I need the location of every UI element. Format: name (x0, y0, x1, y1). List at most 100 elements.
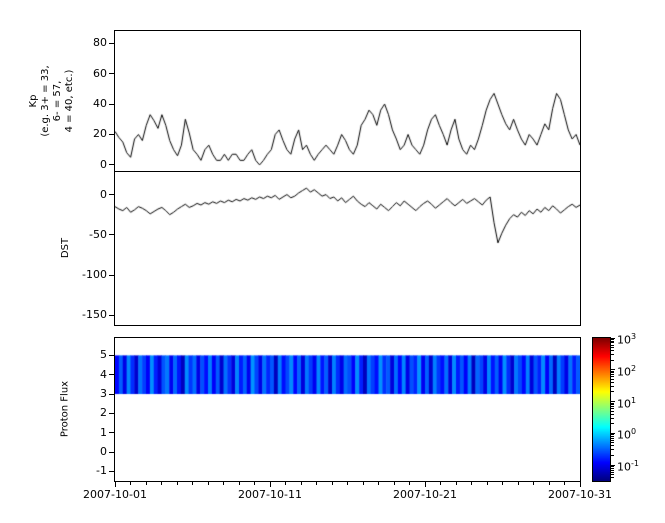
y-tick-label: -50 (89, 227, 107, 241)
y-tick-label: 0 (100, 157, 107, 171)
colorbar-minor-tick (611, 338, 614, 340)
colorbar-tick-mark (611, 369, 615, 371)
y-tick-mark (109, 354, 114, 356)
colorbar-minor-tick (611, 408, 614, 410)
colorbar-minor-tick (611, 347, 614, 349)
x-tick-mark (548, 482, 550, 485)
dst-line-chart (115, 172, 580, 325)
proton-flux-panel (114, 337, 581, 482)
colorbar-minor-tick (611, 413, 614, 415)
colorbar-minor-tick (611, 455, 614, 457)
x-tick-mark (316, 482, 317, 485)
colorbar-minor-tick (611, 350, 614, 352)
colorbar-minor-tick (611, 359, 614, 361)
x-tick-mark (223, 482, 224, 485)
x-tick-mark (378, 482, 379, 485)
y-tick-mark (109, 234, 114, 236)
y-tick-mark (109, 432, 114, 434)
x-tick-mark (238, 482, 240, 485)
colorbar-minor-tick (611, 423, 614, 425)
y-tick-mark (109, 274, 114, 276)
colorbar-minor-tick (611, 442, 614, 444)
x-tick-mark (161, 482, 162, 485)
dst-panel (114, 171, 581, 326)
x-axis-tick-label: 2007-10-21 (393, 488, 457, 501)
colorbar-minor-tick (611, 374, 614, 376)
x-tick-mark (517, 482, 519, 485)
colorbar-minor-tick (611, 402, 614, 404)
y-tick-label: 0 (100, 187, 107, 201)
y-tick-mark (109, 73, 114, 75)
colorbar-tick-label: 100 (617, 427, 637, 442)
colorbar-minor-tick (611, 385, 614, 387)
x-tick-mark (486, 482, 488, 485)
colorbar-minor-tick (611, 342, 614, 344)
kp-panel (114, 30, 581, 172)
x-tick-mark (502, 482, 503, 485)
x-tick-mark (145, 482, 147, 485)
x-tick-mark (409, 482, 410, 485)
x-tick-mark (424, 482, 426, 487)
colorbar-tick-label: 10-1 (617, 459, 639, 474)
x-tick-mark (347, 482, 348, 485)
x-tick-mark (579, 482, 581, 487)
y-tick-label: 2 (100, 406, 107, 420)
x-tick-mark (440, 482, 441, 485)
colorbar-minor-tick (611, 449, 614, 451)
x-tick-mark (393, 482, 395, 485)
colorbar-minor-tick (611, 370, 614, 372)
y-tick-label: 5 (100, 348, 107, 362)
x-tick-mark (207, 482, 209, 485)
y-tick-mark (109, 470, 114, 472)
colorbar-minor-tick (611, 381, 614, 383)
y-tick-mark (109, 42, 114, 44)
x-tick-mark (269, 482, 271, 487)
colorbar-tick-mark (611, 432, 615, 434)
y-tick-label: 4 (100, 367, 107, 381)
x-axis-tick-label: 2007-10-11 (238, 488, 302, 501)
y-tick-label: 80 (93, 36, 107, 50)
x-tick-mark (285, 482, 286, 485)
x-tick-mark (533, 482, 534, 485)
y-tick-label: -1 (96, 464, 107, 478)
y-tick-label: 3 (100, 387, 107, 401)
colorbar-minor-tick (611, 435, 614, 437)
colorbar-tick-mark (611, 401, 615, 403)
colorbar-tick-mark (611, 464, 615, 466)
colorbar-minor-tick (611, 391, 614, 393)
colorbar-minor-tick (611, 439, 614, 441)
colorbar-minor-tick (611, 417, 614, 419)
x-tick-mark (471, 482, 472, 485)
colorbar-tick-label: 103 (617, 332, 637, 347)
colorbar-minor-tick (611, 445, 614, 447)
x-tick-mark (176, 482, 178, 485)
y-tick-label: -150 (82, 308, 107, 322)
y-tick-label: 20 (93, 127, 107, 141)
y-tick-mark (109, 314, 114, 316)
colorbar-minor-tick (611, 405, 614, 407)
x-tick-mark (192, 482, 193, 485)
colorbar-minor-tick (611, 474, 614, 476)
y-tick-mark (109, 374, 114, 376)
y-tick-mark (109, 393, 114, 395)
x-axis-tick-label: 2007-10-31 (548, 488, 612, 501)
colorbar-minor-tick (611, 466, 614, 468)
x-axis-tick-label: 2007-10-01 (83, 488, 147, 501)
colorbar-minor-tick (611, 410, 614, 412)
colorbar-minor-tick (611, 376, 614, 378)
colorbar-minor-tick (611, 471, 614, 473)
colorbar-minor-tick (611, 344, 614, 346)
y-tick-mark (109, 451, 114, 453)
x-tick-mark (130, 482, 131, 485)
colorbar-tick-mark (611, 337, 615, 339)
colorbar-tick-label: 102 (617, 363, 637, 379)
y-tick-mark (109, 412, 114, 414)
colorbar-tick-label: 101 (617, 395, 637, 411)
y-tick-mark (109, 103, 114, 105)
proton-flux-spectrogram (115, 338, 580, 481)
colorbar-minor-tick (611, 467, 614, 469)
colorbar-minor-tick (611, 354, 614, 356)
colorbar-gradient (593, 338, 610, 481)
y-tick-mark (109, 164, 114, 166)
